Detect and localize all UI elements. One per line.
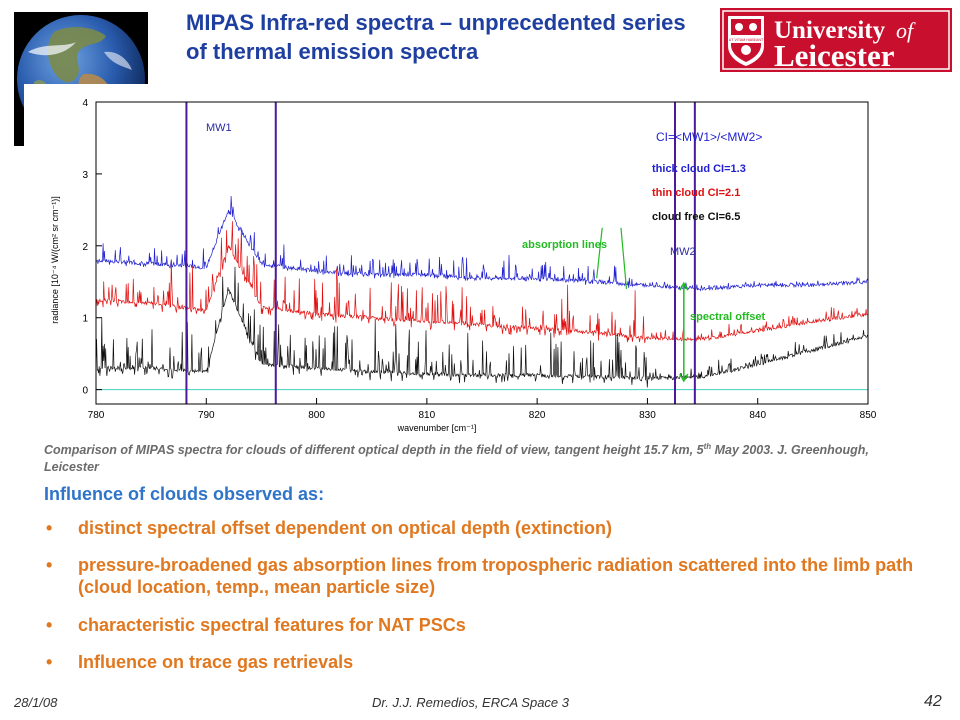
x-tick-label: 820 xyxy=(529,410,546,421)
svg-text:Leicester: Leicester xyxy=(774,38,895,72)
annotation-absorption-lines: absorption lines xyxy=(522,239,607,251)
series-line-thick-cloud xyxy=(95,195,869,292)
bullet-list: • distinct spectral offset dependent on o… xyxy=(46,517,926,688)
university-of-leicester-logo: UT VITAM HABEANT University of Leicester xyxy=(720,8,952,72)
y-tick-label: 1 xyxy=(82,314,88,325)
x-tick-label: 840 xyxy=(749,410,766,421)
section-heading: Influence of clouds observed as: xyxy=(44,484,325,504)
spectral-offset-arrowhead-bottom xyxy=(679,373,689,383)
x-tick-label: 830 xyxy=(639,410,656,421)
x-axis-label: wavenumber [cm⁻¹] xyxy=(397,423,477,433)
legend-entry-thick-cloud: thick cloud CI=1.3 xyxy=(652,163,746,175)
y-tick-label: 2 xyxy=(82,242,88,253)
legend-entry-thin-cloud: thin cloud CI=2.1 xyxy=(652,187,740,199)
spectra-chart: 780 790 800 810 820 830 840 850 0 1 2 3 4 wavenumber… xyxy=(24,84,880,436)
footer-date: 28/1/08 xyxy=(14,695,58,710)
bullet-marker: • xyxy=(46,518,53,538)
spectral-offset-arrowhead-top xyxy=(679,281,689,291)
x-tick-label: 790 xyxy=(198,410,215,421)
series-line-thin-cloud xyxy=(95,221,869,344)
figure-caption: Comparison of MIPAS spectra for clouds o… xyxy=(44,442,869,475)
annotation-mw2: MW2 xyxy=(670,246,696,258)
series-line-cloud-free xyxy=(95,266,868,388)
bullet-marker: • xyxy=(46,555,53,575)
x-tick-label: 810 xyxy=(419,410,436,421)
plot-frame xyxy=(95,101,869,405)
absorption-pointer-1 xyxy=(596,227,603,279)
bullet-item: • pressure-broadened gas absorption lines… xyxy=(46,555,914,597)
x-tick-label: 800 xyxy=(308,410,325,421)
annotation-mw1: MW1 xyxy=(206,122,232,134)
bullet-marker: • xyxy=(46,615,53,635)
x-tick-label: 780 xyxy=(88,410,105,421)
legend-title: CI=<MW1>/<MW2> xyxy=(656,130,762,144)
svg-text:UT VITAM HABEANT: UT VITAM HABEANT xyxy=(729,38,764,42)
footer-author: Dr. J.J. Remedios, ERCA Space 3 xyxy=(372,695,569,710)
y-tick-label: 0 xyxy=(82,386,88,397)
absorption-pointer-2 xyxy=(620,227,628,290)
y-tick-label: 3 xyxy=(82,170,88,181)
svg-text:University: University xyxy=(774,17,886,44)
bullet-marker: • xyxy=(46,652,53,672)
annotation-spectral-offset: spectral offset xyxy=(690,311,766,323)
y-tick-label: 4 xyxy=(82,98,88,109)
bullet-item: • characteristic spectral features for NA… xyxy=(46,615,466,635)
bullet-item: • Influence on trace gas retrievals xyxy=(46,652,354,672)
x-tick-label: 850 xyxy=(860,410,877,421)
slide-title: MIPAS Infra-red spectra – unprecedented … xyxy=(186,10,686,64)
svg-text:of: of xyxy=(896,18,916,43)
legend-entry-cloud-free: cloud free CI=6.5 xyxy=(652,211,740,223)
page-number: 42 xyxy=(924,693,942,710)
bullet-item: • distinct spectral offset dependent on o… xyxy=(46,518,613,538)
y-axis-label: radiance [10⁻⁴ W/(cm² sr cm⁻¹)] xyxy=(50,196,60,323)
